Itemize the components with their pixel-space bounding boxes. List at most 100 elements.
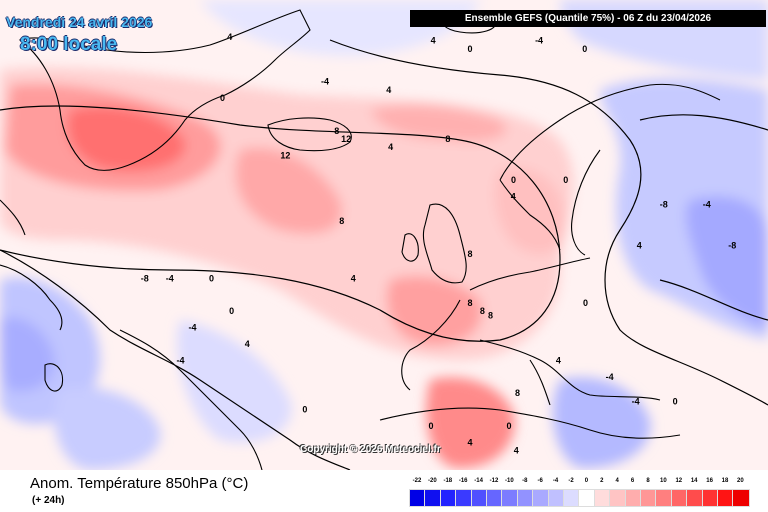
warm-area-scandinavia <box>494 168 566 254</box>
copyright-notice: Copyright © 2026 Meteociel.fr <box>300 444 441 455</box>
warm-area-africa <box>426 377 515 469</box>
valid-date: Vendredi 24 avril 2026 <box>6 14 153 30</box>
legend-color-6 <box>501 489 520 507</box>
legend-label: 10 <box>660 478 667 484</box>
warm-area-north-sea <box>370 104 507 142</box>
contour-label: 8 <box>339 216 344 226</box>
legend-color-17 <box>670 489 689 507</box>
contour-label: 0 <box>506 421 511 431</box>
contour-line-4 <box>0 105 561 342</box>
contour-label: -4 <box>177 355 185 365</box>
contour-label: 0 <box>229 306 234 316</box>
contour-label: -4 <box>166 273 174 283</box>
legend-label: 2 <box>600 478 604 484</box>
legend-label: 12 <box>675 478 683 484</box>
legend-color-0 <box>409 489 427 507</box>
legend-color-15 <box>640 489 658 507</box>
contour-lines <box>0 39 768 470</box>
north-america-coast <box>0 199 263 470</box>
model-run-info: Ensemble GEFS (Quantile 75%) - 06 Z du 2… <box>410 10 766 27</box>
contour-label: 4 <box>637 241 642 251</box>
contour-label: -8 <box>728 241 736 251</box>
cold-area-middle-east <box>552 377 651 469</box>
variable-title: Anom. Température 850hPa (°C) <box>30 475 249 492</box>
legend-label: 4 <box>615 478 619 484</box>
legend-color-20 <box>717 489 735 507</box>
contour-label: 0 <box>428 421 433 431</box>
legend-color-5 <box>486 489 504 507</box>
legend-label: 8 <box>646 478 650 484</box>
contour-label: 4 <box>514 446 519 456</box>
contour-label: -4 <box>632 396 640 406</box>
legend-color-13 <box>609 489 628 507</box>
color-scale-legend: -22 -20 -18 -16 -14 -12 -10 -8 -6 -4 -2 0 2 4 6 8 10 12 14… <box>409 478 751 510</box>
warm-core-greenland <box>67 106 186 172</box>
legend-label: 18 <box>721 478 729 484</box>
contour-label: 4 <box>388 142 393 152</box>
legend-label: -14 <box>474 478 483 484</box>
contour-label: 0 <box>511 175 516 185</box>
contour-label: 4 <box>556 355 561 365</box>
legend-color-12 <box>593 489 612 507</box>
contour-label: 4 <box>467 437 472 447</box>
legend-color-8 <box>532 489 551 507</box>
warm-area-france <box>386 276 482 346</box>
legend-color-3 <box>455 489 474 507</box>
contour-label: 8 <box>467 298 472 308</box>
contour-label: 8 <box>480 306 485 316</box>
legend-color-19 <box>701 489 720 507</box>
contour-label: 4 <box>431 36 436 46</box>
contour-label: -4 <box>189 323 197 333</box>
legend-label: -2 <box>568 478 574 484</box>
legend-label: -10 <box>505 478 514 484</box>
contour-label: 8 <box>467 249 472 259</box>
contour-label: -4 <box>606 372 614 382</box>
legend-label: -8 <box>522 478 528 484</box>
contour-line-0-west <box>0 249 351 470</box>
contour-label: -8 <box>660 200 668 210</box>
legend-color-18 <box>686 489 705 507</box>
map-footer: Anom. Température 850hPa (°C) (+ 24h) -2… <box>0 470 768 512</box>
warm-area-iceland <box>235 147 342 234</box>
iceland-coast <box>267 117 352 152</box>
contour-label: 4 <box>245 339 250 349</box>
legend-label: -22 <box>412 478 422 484</box>
contour-label: 8 <box>445 134 450 144</box>
legend-color-9 <box>547 489 566 507</box>
cold-area-mid-atlantic <box>177 320 292 443</box>
legend-label: -12 <box>489 478 499 484</box>
contour-line-0-north <box>329 39 768 406</box>
contour-label: 12 <box>280 150 290 160</box>
contour-line-minus-4 <box>639 114 768 321</box>
contour-label: 0 <box>563 175 568 185</box>
contour-label: 0 <box>467 44 472 54</box>
contour-label: 0 <box>583 298 588 308</box>
legend-label: -18 <box>443 478 453 484</box>
legend-label: -16 <box>458 478 468 484</box>
scandinavia-coast <box>499 83 721 256</box>
legend-label: -20 <box>428 478 437 484</box>
contour-label: 8 <box>488 310 493 320</box>
landmasses <box>0 9 721 470</box>
contour-label: -4 <box>321 77 329 87</box>
contour-label: -4 <box>535 36 543 46</box>
legend-label: 0 <box>584 478 589 484</box>
europe-coast <box>401 257 661 406</box>
legend-label: 14 <box>690 478 698 484</box>
contour-label: 0 <box>582 44 587 54</box>
legend-color-7 <box>516 489 535 507</box>
legend-color-14 <box>624 489 643 507</box>
contour-label: 4 <box>227 32 232 42</box>
forecast-lead-time: (+ 24h) <box>32 495 65 506</box>
legend-color-10 <box>563 489 581 507</box>
contour-label: 8 <box>334 126 339 136</box>
legend-color-2 <box>439 489 458 507</box>
contour-label: 0 <box>673 396 678 406</box>
contour-label: 4 <box>386 85 391 95</box>
contour-label: 0 <box>220 93 225 103</box>
newfoundland-coast <box>44 363 64 392</box>
contour-label: 0 <box>209 273 214 283</box>
contour-label: 12 <box>341 134 351 144</box>
